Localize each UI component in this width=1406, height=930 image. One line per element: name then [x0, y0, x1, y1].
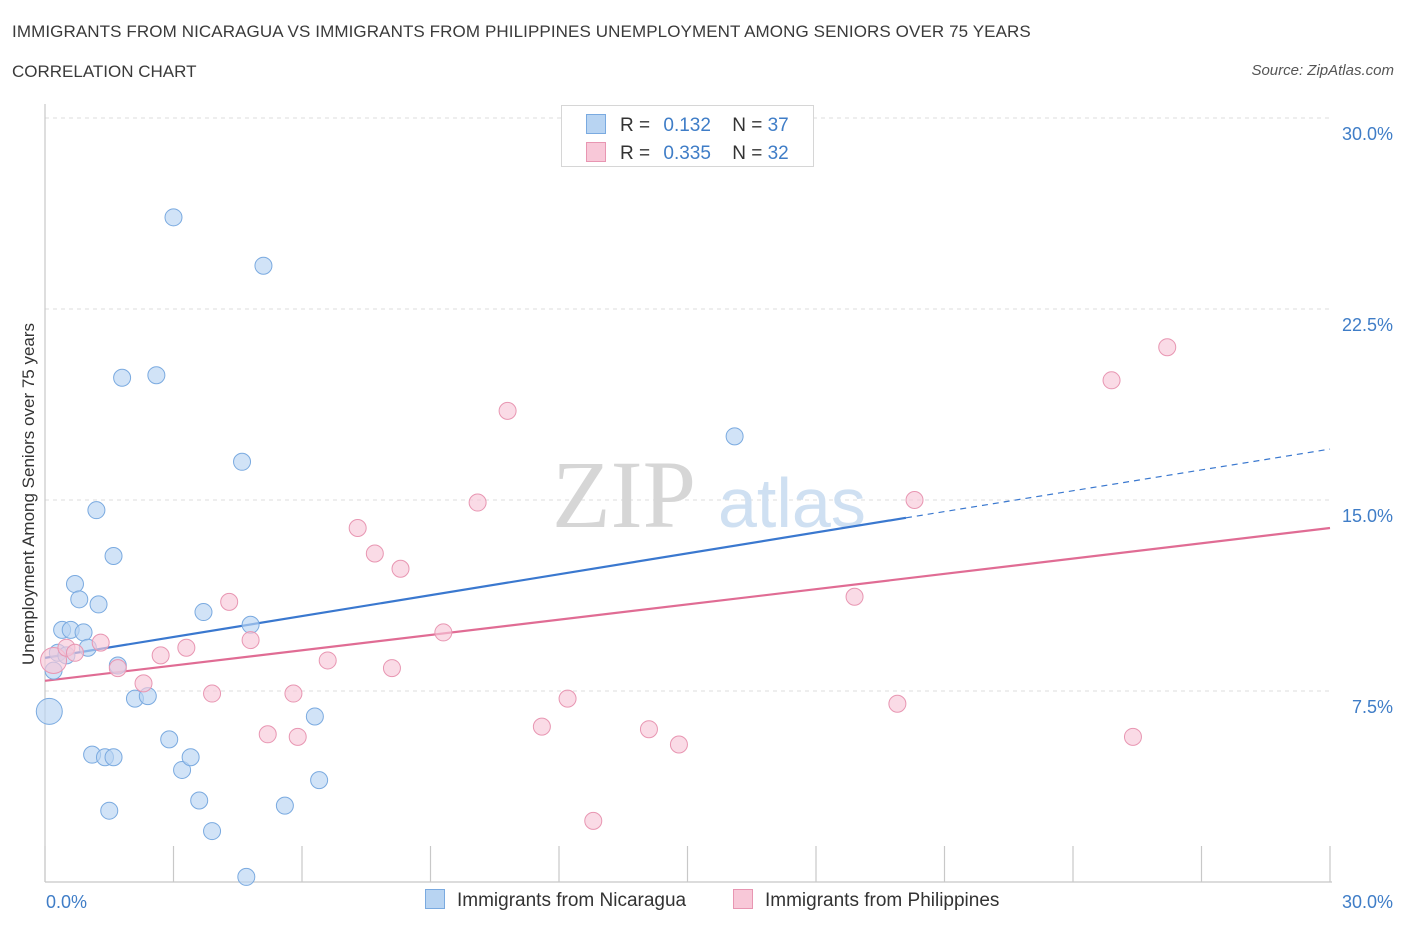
correlation-legend: R = 0.132 N = 37 R = 0.335 N = 32	[561, 105, 814, 167]
point-nicaragua	[70, 590, 89, 609]
point-nicaragua	[305, 707, 324, 726]
y-tick-label: 22.5%	[1342, 315, 1393, 335]
point-nicaragua	[104, 547, 123, 566]
point-philippines	[1123, 727, 1142, 746]
point-philippines	[203, 684, 222, 703]
y-axis-label: Unemployment Among Seniors over 75 years	[19, 323, 38, 665]
point-philippines	[584, 811, 603, 830]
watermark-atlas: atlas	[718, 464, 866, 542]
point-philippines	[65, 643, 84, 662]
point-philippines	[558, 689, 577, 708]
point-philippines	[434, 623, 453, 642]
point-philippines	[241, 631, 260, 650]
point-philippines	[639, 720, 658, 739]
point-philippines	[888, 694, 907, 713]
point-nicaragua	[147, 366, 166, 385]
point-philippines	[905, 491, 924, 509]
chart-title: IMMIGRANTS FROM NICARAGUA VS IMMIGRANTS …	[12, 22, 1031, 41]
legend-r-label: R =	[620, 115, 651, 136]
point-philippines	[151, 646, 170, 665]
point-nicaragua	[241, 615, 260, 634]
legend-swatch-philippines	[733, 889, 753, 909]
legend-item-philippines[interactable]: Immigrants from Philippines	[733, 889, 999, 912]
point-nicaragua	[310, 771, 329, 790]
legend-swatch-nicaragua	[586, 114, 606, 134]
point-nicaragua	[190, 791, 209, 810]
point-philippines	[134, 674, 153, 693]
legend-n-value-nicaragua: 37	[767, 115, 789, 136]
point-nicaragua	[74, 623, 93, 642]
point-nicaragua	[275, 796, 294, 815]
data-points	[35, 208, 1177, 886]
point-philippines	[391, 559, 410, 578]
point-nicaragua	[65, 575, 84, 594]
legend-r-value-nicaragua: 0.132	[663, 115, 711, 136]
point-philippines	[348, 519, 367, 538]
point-nicaragua	[87, 501, 106, 520]
point-nicaragua	[35, 697, 63, 725]
point-nicaragua	[725, 427, 744, 446]
trend-lines	[44, 448, 1331, 682]
point-philippines	[365, 544, 384, 563]
point-nicaragua	[164, 208, 183, 227]
point-nicaragua	[181, 748, 200, 767]
legend-r-label: R =	[620, 143, 651, 164]
watermark-zip: ZIP	[552, 441, 696, 548]
legend-swatch-philippines	[586, 142, 606, 162]
point-philippines	[1158, 338, 1177, 357]
axes	[44, 104, 1332, 883]
trend-line-nicaragua	[44, 516, 907, 659]
point-philippines	[468, 493, 487, 512]
legend-item-nicaragua[interactable]: Immigrants from Nicaragua	[425, 889, 686, 912]
point-philippines	[177, 638, 196, 657]
legend-swatch-nicaragua	[425, 889, 445, 909]
point-nicaragua	[203, 822, 222, 841]
point-philippines	[108, 659, 127, 678]
point-philippines	[382, 659, 401, 678]
point-philippines	[288, 727, 307, 746]
point-philippines	[532, 717, 551, 736]
point-nicaragua	[160, 730, 179, 749]
y-tick-label: 15.0%	[1342, 506, 1393, 526]
point-philippines	[220, 592, 239, 611]
y-tick-label: 7.5%	[1352, 697, 1393, 717]
point-philippines	[845, 587, 864, 606]
trend-line-philippines	[44, 526, 1331, 682]
legend-label-nicaragua: Immigrants from Nicaragua	[457, 890, 687, 911]
x-tick-label-min: 0.0%	[46, 892, 87, 912]
point-nicaragua	[100, 801, 119, 820]
point-nicaragua	[233, 452, 252, 471]
point-nicaragua	[89, 595, 108, 614]
watermark: ZIP atlas	[552, 441, 866, 548]
point-nicaragua	[254, 256, 273, 275]
point-nicaragua	[104, 748, 123, 767]
tick-labels: 7.5% 15.0% 22.5% 30.0% 0.0% 30.0%	[46, 124, 1393, 912]
y-tick-label: 30.0%	[1342, 124, 1393, 144]
point-philippines	[284, 684, 303, 703]
point-nicaragua	[237, 867, 256, 886]
legend-r-value-philippines: 0.335	[663, 143, 711, 164]
legend-n-label: N =	[732, 143, 763, 164]
legend-row-nicaragua: R = 0.132 N = 37	[586, 114, 789, 138]
legend-label-philippines: Immigrants from Philippines	[765, 890, 1000, 911]
point-philippines	[318, 651, 337, 670]
point-philippines	[91, 633, 110, 652]
point-philippines	[669, 735, 688, 754]
point-philippines	[498, 401, 517, 420]
legend-row-philippines: R = 0.335 N = 32	[586, 142, 789, 166]
point-philippines	[1102, 371, 1121, 390]
point-nicaragua	[173, 760, 192, 779]
x-tick-label-max: 30.0%	[1342, 892, 1393, 912]
legend-n-value-philippines: 32	[767, 143, 789, 164]
trend-line-extension-nicaragua	[905, 448, 1331, 519]
point-nicaragua	[113, 368, 132, 387]
point-philippines	[258, 725, 277, 744]
legend-n-label: N =	[732, 115, 763, 136]
source-label: Source: ZipAtlas.com	[1251, 62, 1394, 79]
chart-subtitle: CORRELATION CHART	[12, 62, 197, 81]
point-nicaragua	[194, 603, 213, 622]
